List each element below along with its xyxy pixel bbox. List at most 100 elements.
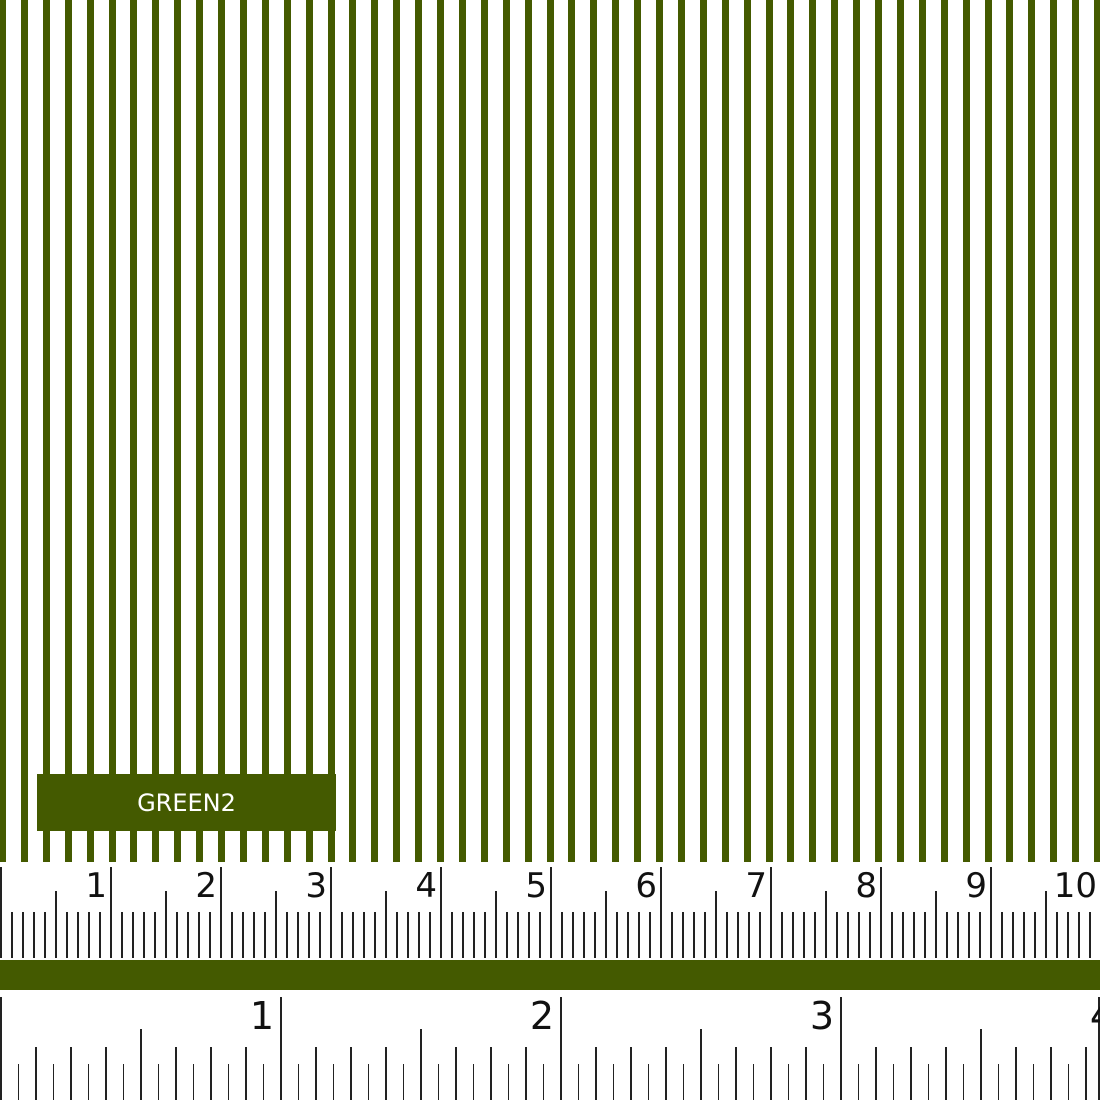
- mm-tick: [902, 912, 904, 958]
- half-cm-tick: [1045, 891, 1047, 958]
- stripe: [108, 0, 116, 862]
- mm-tick: [616, 912, 618, 958]
- mm-tick: [957, 912, 959, 958]
- stripe: [480, 0, 488, 862]
- mm-tick: [143, 912, 145, 958]
- mm-tick: [858, 912, 860, 958]
- mm-tick: [913, 912, 915, 958]
- stripe: [86, 0, 94, 862]
- stripe: [962, 0, 970, 862]
- cm-label: 9: [965, 866, 987, 906]
- sixteenth-inch-tick: [857, 1064, 860, 1100]
- mm-tick: [594, 912, 596, 958]
- stripe: [656, 0, 663, 862]
- mm-tick: [374, 912, 376, 958]
- mm-tick: [528, 912, 530, 958]
- stripe: [1050, 0, 1058, 862]
- half-cm-tick: [605, 891, 607, 958]
- eighth-inch-tick: [245, 1047, 247, 1100]
- mm-tick: [891, 912, 893, 958]
- mm-tick: [121, 912, 123, 958]
- eighth-inch-tick: [1050, 1047, 1052, 1100]
- mm-tick: [242, 912, 244, 958]
- mm-tick: [836, 912, 838, 958]
- stripe: [349, 0, 357, 862]
- mm-tick: [792, 912, 794, 958]
- mm-tick: [1001, 912, 1003, 958]
- half-cm-tick: [935, 891, 937, 958]
- stripe: [765, 0, 773, 862]
- inch-tick: [280, 997, 282, 1100]
- mm-tick: [33, 912, 35, 958]
- mm-tick: [737, 912, 739, 958]
- mm-tick: [1023, 912, 1025, 958]
- half-inch-tick: [140, 1029, 142, 1100]
- half-cm-tick: [55, 891, 57, 958]
- half-cm-tick: [495, 891, 497, 958]
- eighth-inch-tick: [35, 1047, 37, 1100]
- mm-tick: [759, 912, 761, 958]
- centimeter-ruler: 1 2 3 4 5 6 7 8 9 10: [0, 862, 1100, 960]
- stripe: [0, 0, 6, 862]
- mm-tick: [1056, 912, 1058, 958]
- mm-tick: [638, 912, 640, 958]
- half-inch-tick: [700, 1029, 702, 1100]
- mm-tick: [781, 912, 783, 958]
- stripe: [612, 0, 620, 862]
- mm-tick: [99, 912, 101, 958]
- stripe: [568, 0, 576, 862]
- stripe: [174, 0, 182, 862]
- mm-tick: [352, 912, 354, 958]
- stripe: [634, 0, 642, 862]
- stripe: [327, 0, 335, 862]
- mm-tick: [319, 912, 321, 958]
- mm-tick: [209, 912, 211, 958]
- mm-tick: [583, 912, 585, 958]
- mm-tick: [649, 912, 651, 958]
- mm-tick: [979, 912, 981, 958]
- sixteenth-inch-tick: [682, 1064, 685, 1100]
- eighth-inch-tick: [595, 1047, 597, 1100]
- mm-tick: [44, 912, 46, 958]
- eighth-inch-tick: [910, 1047, 912, 1100]
- mm-tick: [517, 912, 519, 958]
- mm-tick: [418, 912, 420, 958]
- cm-label: 2: [195, 866, 217, 906]
- mm-tick: [396, 912, 398, 958]
- eighth-inch-tick: [735, 1047, 737, 1100]
- mm-tick: [814, 912, 816, 958]
- ruler-divider-bar: [0, 960, 1100, 990]
- mm-tick: [968, 912, 970, 958]
- mm-tick: [572, 912, 574, 958]
- mm-tick: [1012, 912, 1014, 958]
- half-cm-tick: [715, 891, 717, 958]
- eighth-inch-tick: [315, 1047, 317, 1100]
- inch-label: 1: [249, 994, 274, 1038]
- inch-ruler: 1 2 3 4: [0, 990, 1100, 1100]
- mm-tick: [198, 912, 200, 958]
- half-cm-tick: [165, 891, 167, 958]
- sixteenth-inch-tick: [507, 1064, 510, 1100]
- mm-tick: [297, 912, 299, 958]
- mm-tick: [231, 912, 233, 958]
- stripe: [1072, 0, 1080, 862]
- stripe: [283, 0, 291, 862]
- sixteenth-inch-tick: [752, 1064, 755, 1100]
- inch-label: 2: [529, 994, 554, 1038]
- sixteenth-inch-tick: [122, 1064, 125, 1100]
- eighth-inch-tick: [665, 1047, 667, 1100]
- stripe: [743, 0, 751, 862]
- mm-tick: [506, 912, 508, 958]
- inch-tick: [1098, 997, 1100, 1100]
- mm-tick: [561, 912, 563, 958]
- cm-tick: [440, 867, 442, 958]
- mm-tick: [748, 912, 750, 958]
- cm-tick: [110, 867, 112, 958]
- mm-tick: [704, 912, 706, 958]
- stripe: [677, 0, 685, 862]
- mm-tick: [451, 912, 453, 958]
- sixteenth-inch-tick: [332, 1064, 335, 1100]
- eighth-inch-tick: [1015, 1047, 1017, 1100]
- stripe: [940, 0, 948, 862]
